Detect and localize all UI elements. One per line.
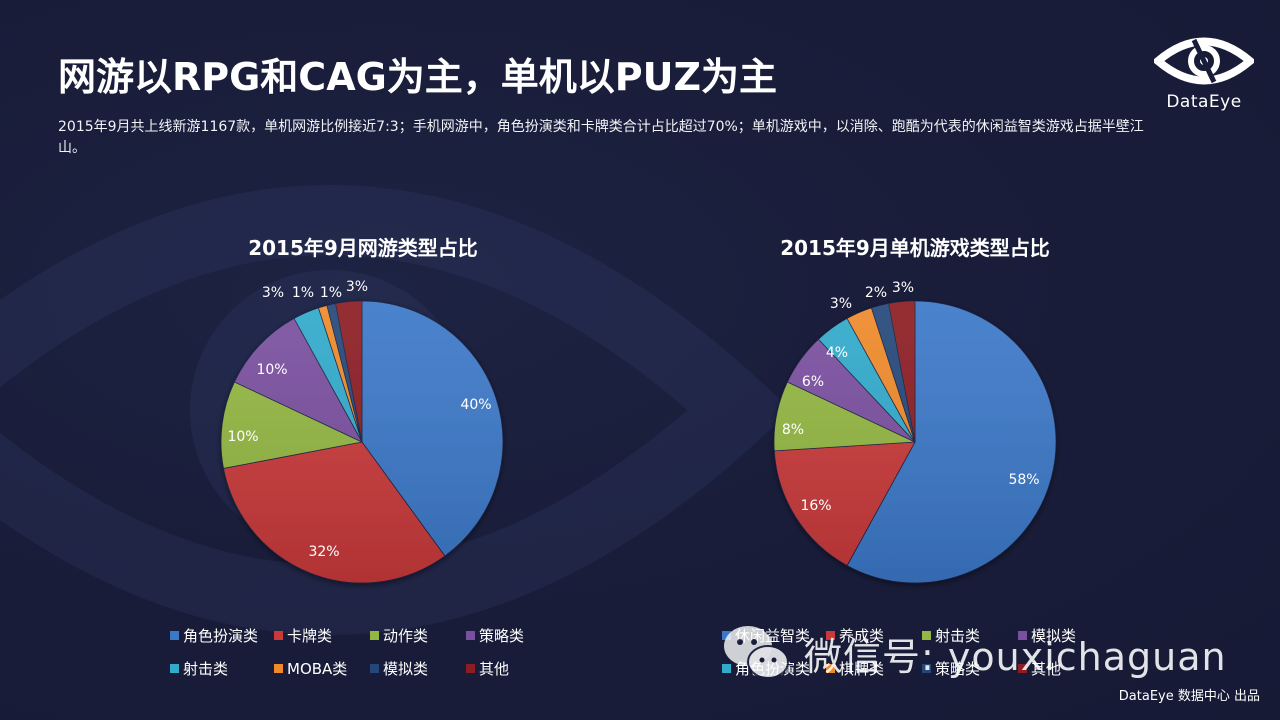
pie-slice — [786, 338, 916, 443]
pie-slice — [846, 300, 1057, 584]
pie-slice — [773, 441, 916, 567]
legend-item: 其他 — [466, 658, 562, 679]
background-eye-watermark — [0, 185, 780, 635]
pie-data-label: 3% — [891, 280, 915, 296]
wechat-icon — [724, 626, 789, 679]
watermark-text: 微信号: youxichaguan — [804, 634, 1227, 679]
pie-slice — [335, 300, 363, 443]
legend-swatch — [722, 631, 731, 640]
legend-swatch — [170, 631, 179, 640]
legend-item: 其他 — [1018, 658, 1114, 679]
legend-swatch — [466, 664, 475, 673]
legend-label: MOBA类 — [287, 660, 348, 678]
legend-item: 动作类 — [370, 625, 466, 646]
legend-label: 棋牌类 — [839, 660, 885, 678]
legend-swatch — [1018, 631, 1027, 640]
legend-item: MOBA类 — [274, 658, 370, 679]
pie-slice — [888, 300, 916, 443]
eye-logo-icon — [1154, 37, 1254, 85]
pie-data-label: 1% — [319, 285, 343, 301]
pie-data-label: 2% — [864, 285, 888, 301]
pie-slice — [361, 300, 504, 557]
pie-data-label: 32% — [308, 544, 340, 560]
legend-item: 策略类 — [922, 658, 1018, 679]
legend-label: 其他 — [1031, 660, 1062, 678]
pie-slice — [233, 317, 363, 443]
legend-swatch — [922, 631, 931, 640]
legend-swatch — [274, 664, 283, 673]
legend-item: 射击类 — [922, 625, 1018, 646]
legend-label: 策略类 — [479, 627, 525, 645]
legend-item: 射击类 — [170, 658, 274, 679]
legend-swatch — [466, 631, 475, 640]
chart-title-online: 2015年9月网游类型占比 — [248, 236, 478, 260]
pie-data-label: 3% — [261, 285, 285, 301]
legend-swatch — [170, 664, 179, 673]
pie-data-label: 4% — [825, 345, 849, 361]
legend-item: 角色扮演类 — [170, 625, 274, 646]
pie-slice — [326, 303, 363, 443]
pie-slice — [846, 307, 916, 443]
legend-label: 养成类 — [839, 627, 885, 645]
pie-slice — [220, 381, 364, 469]
legend-online: 角色扮演类 卡牌类 动作类 策略类射击类 MOBA类 模拟类 其他 — [170, 625, 562, 679]
dataeye-logo: DataEye — [1152, 34, 1256, 114]
legend-swatch — [370, 664, 379, 673]
wechat-watermark: 微信号: youxichaguan — [722, 618, 1227, 688]
legend-label: 模拟类 — [1031, 627, 1077, 645]
pie-slice — [223, 441, 446, 584]
pie-slice — [870, 303, 916, 443]
pie-online-games — [220, 300, 504, 584]
pie-data-label: 40% — [460, 397, 492, 413]
legend-item: 策略类 — [466, 625, 562, 646]
pie-slice — [293, 307, 363, 443]
legend-item: 养成类 — [826, 625, 922, 646]
legend-swatch — [826, 664, 835, 673]
pie-data-label: 1% — [291, 285, 315, 301]
legend-swatch — [1018, 664, 1027, 673]
legend-label: 角色扮演类 — [183, 627, 259, 645]
legend-swatch — [274, 631, 283, 640]
pie-data-label: 3% — [345, 279, 369, 295]
legend-label: 模拟类 — [383, 660, 429, 678]
pie-data-label: 10% — [256, 362, 288, 378]
page-subtitle: 2015年9月共上线新游1167款，单机网游比例接近7:3；手机网游中，角色扮演… — [58, 119, 1144, 156]
pie-data-label: 16% — [800, 498, 832, 514]
legend-swatch — [722, 664, 731, 673]
pie-slice — [817, 317, 916, 443]
legend-label: 其他 — [479, 660, 510, 678]
legend-label: 动作类 — [383, 627, 429, 645]
legend-label: 射击类 — [935, 627, 981, 645]
legend-item: 模拟类 — [1018, 625, 1114, 646]
pie-standalone-games — [773, 300, 1057, 584]
legend-label: 射击类 — [183, 660, 229, 678]
pie-data-label: 8% — [781, 422, 805, 438]
legend-item: 棋牌类 — [826, 658, 922, 679]
legend-item: 模拟类 — [370, 658, 466, 679]
pie-data-label: 6% — [801, 374, 825, 390]
legend-item: 卡牌类 — [274, 625, 370, 646]
legend-swatch — [370, 631, 379, 640]
legend-swatch — [826, 631, 835, 640]
pie-data-label: 10% — [227, 429, 259, 445]
logo-text: DataEye — [1166, 92, 1242, 112]
legend-label: 策略类 — [935, 660, 981, 678]
page-title: 网游以RPG和CAG为主，单机以PUZ为主 — [58, 55, 778, 99]
legend-swatch — [922, 664, 931, 673]
pie-slice — [773, 381, 916, 452]
footer-credit: DataEye 数据中心 出品 — [1118, 689, 1260, 704]
pie-data-label: 58% — [1008, 472, 1040, 488]
pie-data-label: 3% — [829, 296, 853, 312]
chart-title-standalone: 2015年9月单机游戏类型占比 — [780, 236, 1050, 260]
legend-label: 卡牌类 — [287, 627, 333, 645]
pie-slice — [317, 304, 363, 443]
